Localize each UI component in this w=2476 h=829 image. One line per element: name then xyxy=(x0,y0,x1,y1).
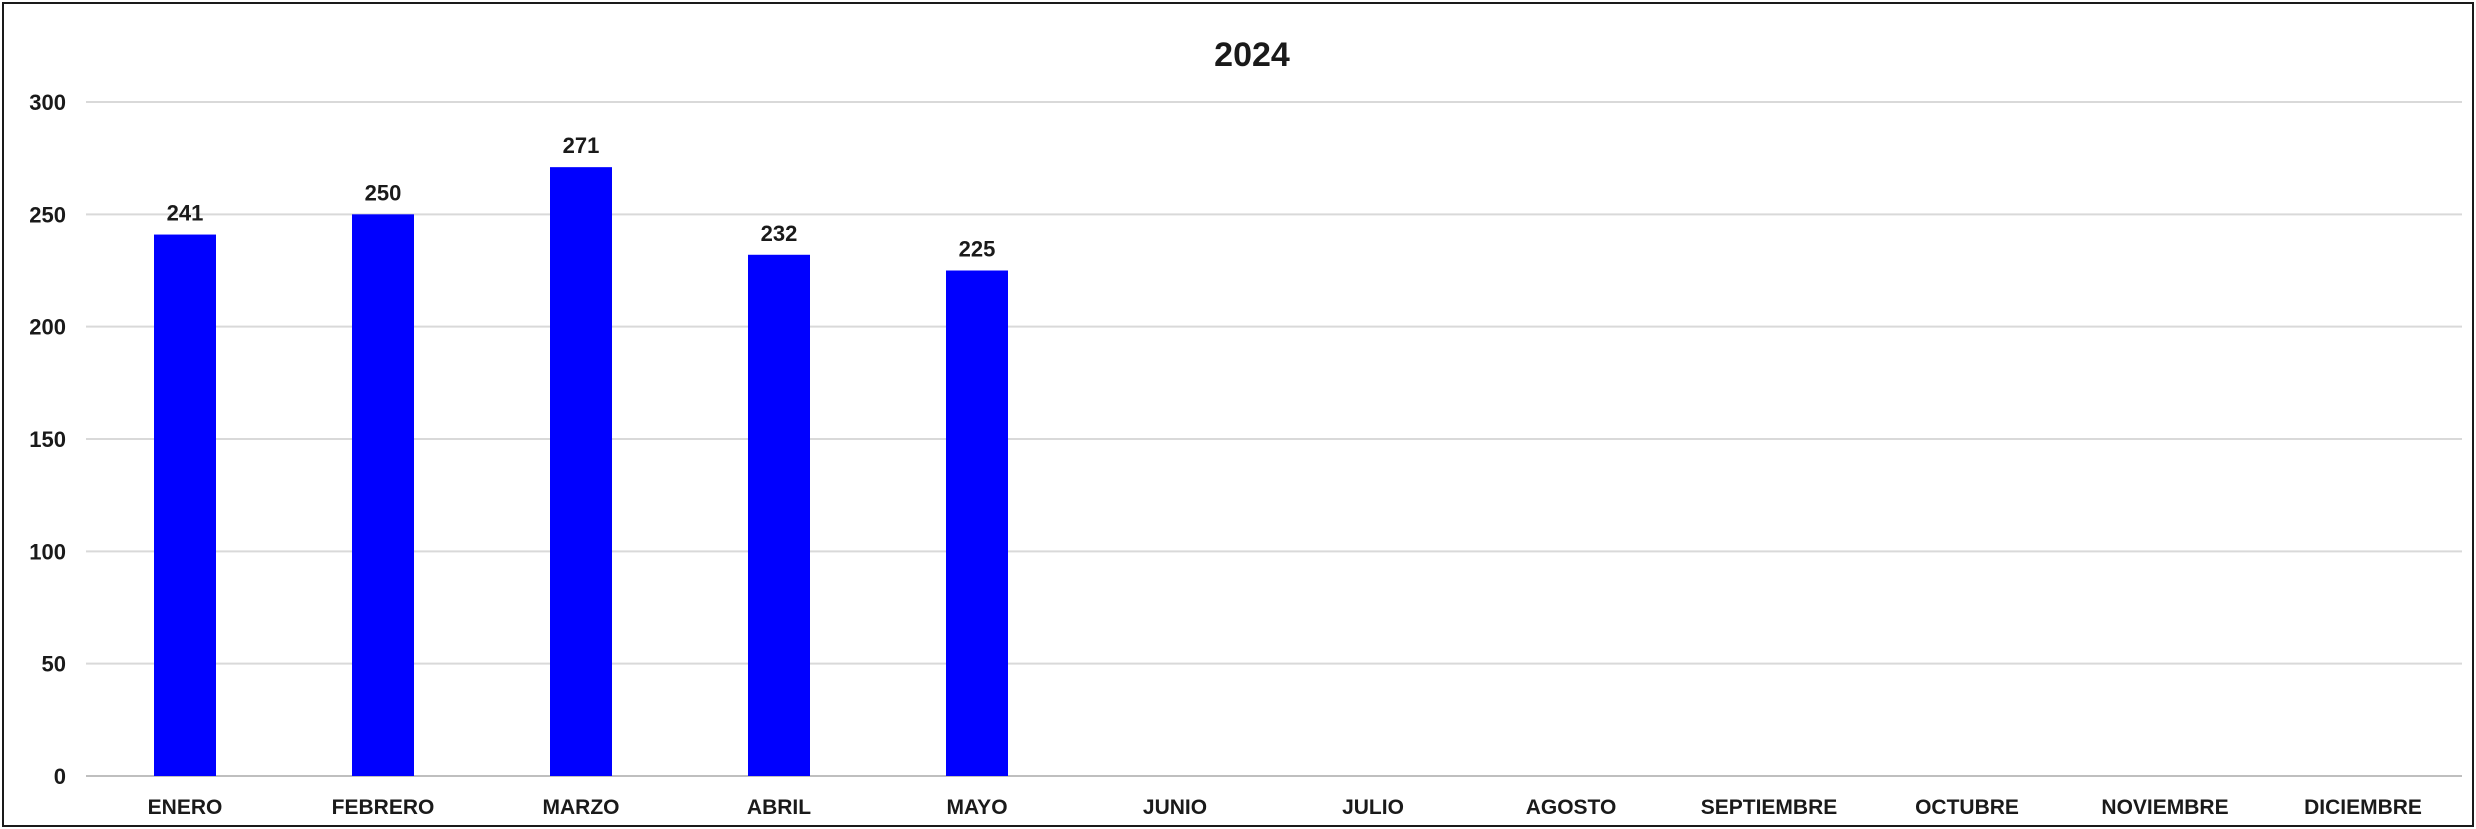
x-category-label: FEBRERO xyxy=(332,796,435,819)
x-category-label: JUNIO xyxy=(1143,796,1207,819)
data-labels: 241 250 271 232 225 xyxy=(167,133,996,261)
data-label: 232 xyxy=(761,221,798,246)
y-axis-ticks: 0 50 100 150 200 250 300 xyxy=(29,90,66,789)
x-category-label: MARZO xyxy=(543,796,620,819)
x-category-label: ENERO xyxy=(148,796,223,819)
gridlines xyxy=(86,101,2462,777)
bar xyxy=(154,234,216,776)
x-category-label: JULIO xyxy=(1342,796,1404,819)
data-label: 250 xyxy=(365,180,402,205)
x-category-label: NOVIEMBRE xyxy=(2101,796,2228,819)
data-label: 225 xyxy=(959,237,996,262)
x-category-label: DICIEMBRE xyxy=(2304,796,2422,819)
y-tick-label: 0 xyxy=(54,764,66,789)
y-tick-label: 300 xyxy=(29,90,66,115)
bar xyxy=(946,270,1008,776)
bar xyxy=(352,214,414,777)
x-category-label: OCTUBRE xyxy=(1915,796,2019,819)
y-tick-label: 150 xyxy=(29,427,66,452)
bars xyxy=(154,167,1008,777)
x-axis-categories: ENERO FEBRERO MARZO ABRIL MAYO JUNIO JULIO AGOS… xyxy=(148,796,2422,819)
y-tick-label: 250 xyxy=(29,202,66,227)
data-label: 241 xyxy=(167,201,204,226)
bar xyxy=(748,254,810,777)
bar xyxy=(550,167,612,777)
y-tick-label: 50 xyxy=(42,652,66,677)
x-category-label: AGOSTO xyxy=(1526,796,1617,819)
y-tick-label: 100 xyxy=(29,539,66,564)
chart-title: 2024 xyxy=(1214,36,1290,74)
x-category-label: SEPTIEMBRE xyxy=(1701,796,1838,819)
x-category-label: ABRIL xyxy=(747,796,811,819)
x-category-label: MAYO xyxy=(946,796,1007,819)
data-label: 271 xyxy=(563,133,600,158)
y-tick-label: 200 xyxy=(29,315,66,340)
